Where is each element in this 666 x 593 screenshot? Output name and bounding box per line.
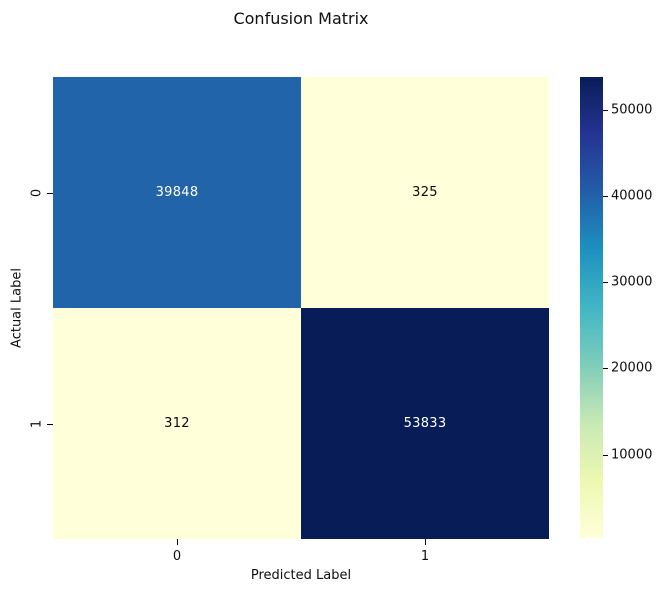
y-tick-label-1: 1	[29, 419, 45, 429]
heatmap-cell-0-1: 325	[301, 77, 549, 308]
heatmap-cell-1-1: 53833	[301, 308, 549, 539]
colorbar-tick-label: 20000	[611, 360, 653, 376]
colorbar-tick-label: 10000	[611, 447, 653, 463]
colorbar-tick-label: 40000	[611, 188, 653, 204]
colorbar-tick-mark	[603, 196, 608, 197]
colorbar-gradient	[580, 77, 603, 538]
y-tick-mark-1	[47, 424, 53, 425]
colorbar-tick-label: 50000	[611, 102, 653, 118]
y-axis-label: Actual Label	[9, 268, 25, 348]
x-tick-label-0: 0	[172, 549, 182, 564]
x-tick-label-1: 1	[420, 549, 430, 564]
colorbar-tick-mark	[603, 368, 608, 369]
cell-annotation: 325	[412, 185, 438, 200]
heatmap-cell-1-0: 312	[53, 308, 301, 539]
heatmap-grid: 39848 325 312 53833	[53, 77, 549, 539]
colorbar-tick-mark	[603, 455, 608, 456]
colorbar-tick-label: 30000	[611, 274, 653, 290]
cell-annotation: 312	[164, 416, 190, 431]
y-tick-label-0: 0	[29, 188, 45, 198]
x-tick-mark-0	[177, 539, 178, 545]
colorbar: 50000 40000 30000 20000 10000	[580, 77, 652, 538]
chart-title: Confusion Matrix	[233, 9, 369, 28]
cell-annotation: 39848	[155, 185, 199, 200]
colorbar-tick-mark	[603, 110, 608, 111]
colorbar-tick-mark	[603, 282, 608, 283]
cell-annotation: 53833	[403, 416, 447, 431]
x-tick-mark-1	[425, 539, 426, 545]
x-axis-label: Predicted Label	[250, 568, 352, 583]
heatmap-cell-0-0: 39848	[53, 77, 301, 308]
y-tick-mark-0	[47, 193, 53, 194]
